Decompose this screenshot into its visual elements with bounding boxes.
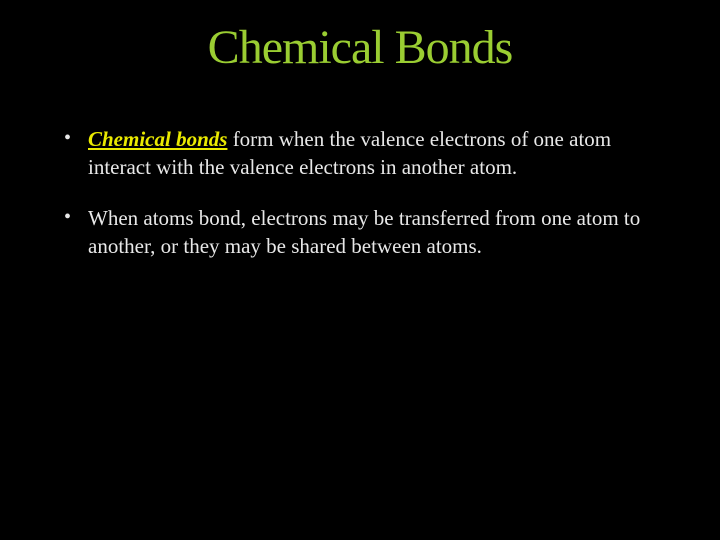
bullet-item: When atoms bond, electrons may be transf… (60, 204, 670, 261)
emphasis-term: Chemical bonds (88, 127, 227, 151)
bullet-list: Chemical bonds form when the valence ele… (50, 125, 670, 260)
bullet-item: Chemical bonds form when the valence ele… (60, 125, 670, 182)
bullet-text: When atoms bond, electrons may be transf… (88, 206, 640, 258)
slide-container: Chemical Bonds Chemical bonds form when … (0, 0, 720, 540)
slide-title: Chemical Bonds (50, 20, 670, 75)
